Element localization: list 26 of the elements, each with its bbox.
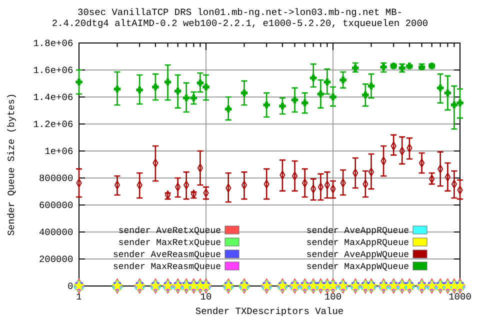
y-tick-label: 400000 (38, 227, 74, 238)
y-tick-label: 1.4e+06 (33, 92, 74, 104)
legend-label: sender AveAppWQueue (306, 250, 409, 260)
legend-label: sender AveReasmQueue (112, 250, 221, 260)
y-tick-label: 1.2e+06 (33, 119, 74, 130)
x-tick-label: 10 (200, 291, 212, 302)
legend-label: sender MaxAppRQueue (306, 238, 409, 248)
y-tick-label: 800000 (38, 173, 74, 184)
y-tick-label: 200000 (38, 254, 74, 266)
chart-subtitle: 2.4.20dtg4 altAIMD-0.2 web100-2.2.1, e1000-5.2.20, txqueuelen 2000 (52, 18, 428, 29)
x-tick-label: 1 (76, 291, 82, 302)
chart-title: 30sec VanillaTCP DRS lon01.mb-ng.net->lon03.mb-ng.net MB- (78, 7, 402, 18)
y-axis-title: Sender Queue Size (bytes) (6, 93, 17, 236)
y-tick-label: 1.8e+06 (33, 38, 74, 50)
x-axis-title: Sender TXDescriptors Value (195, 306, 344, 317)
y-tick-label: 1.6e+06 (33, 65, 74, 76)
y-tick-label: 600000 (38, 200, 74, 212)
y-tick-label: 1e+06 (44, 146, 74, 158)
legend-label: sender AveAppRQueue (306, 226, 409, 236)
x-tick-label: 100 (324, 291, 342, 302)
legend-label: sender MaxReasmQueue (112, 262, 221, 272)
legend-label: sender MaxAppWQueue (306, 262, 409, 272)
y-tick-label: 0 (67, 281, 74, 292)
legend-label: sender AveRetxQueue (118, 226, 221, 236)
legend-label: sender MaxRetxQueue (118, 238, 221, 248)
x-tick-label: 1000 (448, 291, 472, 302)
